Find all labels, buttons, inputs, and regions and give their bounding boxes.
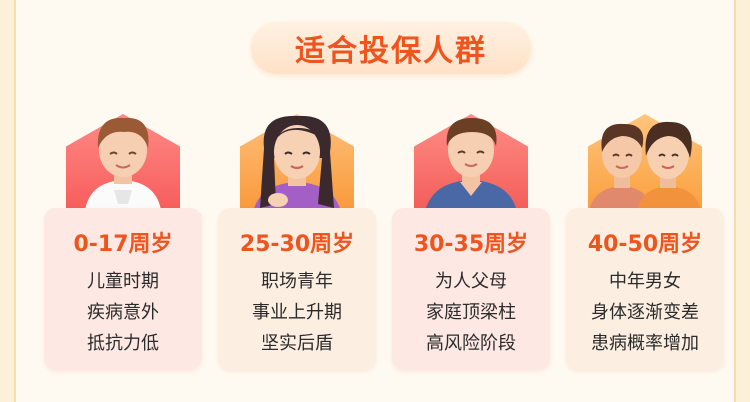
description-line: 事业上升期 <box>252 302 342 323</box>
group-info-panel: 0-17周岁 儿童时期 疾病意外 抵抗力低 <box>44 208 202 370</box>
group-description: 为人父母 家庭顶梁柱 高风险阶段 <box>392 266 550 359</box>
group-card-young-adult: 25-30周岁 职场青年 事业上升期 坚实后盾 <box>218 108 376 370</box>
description-line: 家庭顶梁柱 <box>426 302 516 323</box>
description-line: 儿童时期 <box>87 271 159 292</box>
description-line: 坚实后盾 <box>261 333 333 354</box>
father-avatar-icon <box>424 118 518 218</box>
description-line: 身体逐渐变差 <box>591 302 699 323</box>
age-range: 40-50周岁 <box>587 232 703 257</box>
age-range: 25-30周岁 <box>239 232 355 257</box>
group-description: 中年男女 身体逐渐变差 患病概率增加 <box>566 266 724 359</box>
group-card-parent: 30-35周岁 为人父母 家庭顶梁柱 高风险阶段 <box>392 108 550 370</box>
group-card-child: 0-17周岁 儿童时期 疾病意外 抵抗力低 <box>44 108 202 370</box>
description-line: 职场青年 <box>261 271 333 292</box>
title-banner: 适合投保人群 <box>251 22 531 74</box>
child-avatar-icon <box>84 117 162 218</box>
group-info-panel: 30-35周岁 为人父母 家庭顶梁柱 高风险阶段 <box>392 208 550 370</box>
page-title: 适合投保人群 <box>295 34 487 69</box>
description-line: 中年男女 <box>609 271 681 292</box>
page-frame: 适合投保人群 0-17周岁 儿童时期 疾病意外 抵抗力低 <box>14 0 736 402</box>
group-info-panel: 40-50周岁 中年男女 身体逐渐变差 患病概率增加 <box>566 208 724 370</box>
description-line: 疾病意外 <box>87 302 159 323</box>
description-line: 高风险阶段 <box>426 333 516 354</box>
group-description: 儿童时期 疾病意外 抵抗力低 <box>44 266 202 359</box>
description-line: 患病概率增加 <box>591 333 699 354</box>
group-info-panel: 25-30周岁 职场青年 事业上升期 坚实后盾 <box>218 208 376 370</box>
description-line: 为人父母 <box>435 271 507 292</box>
age-range: 0-17周岁 <box>73 232 173 257</box>
description-line: 抵抗力低 <box>87 333 159 354</box>
age-range: 30-35周岁 <box>413 232 529 257</box>
couple-avatar-icon <box>588 121 702 218</box>
young-woman-avatar-icon <box>252 115 342 218</box>
group-card-middle-aged: 40-50周岁 中年男女 身体逐渐变差 患病概率增加 <box>566 108 724 370</box>
group-description: 职场青年 事业上升期 坚实后盾 <box>218 266 376 359</box>
